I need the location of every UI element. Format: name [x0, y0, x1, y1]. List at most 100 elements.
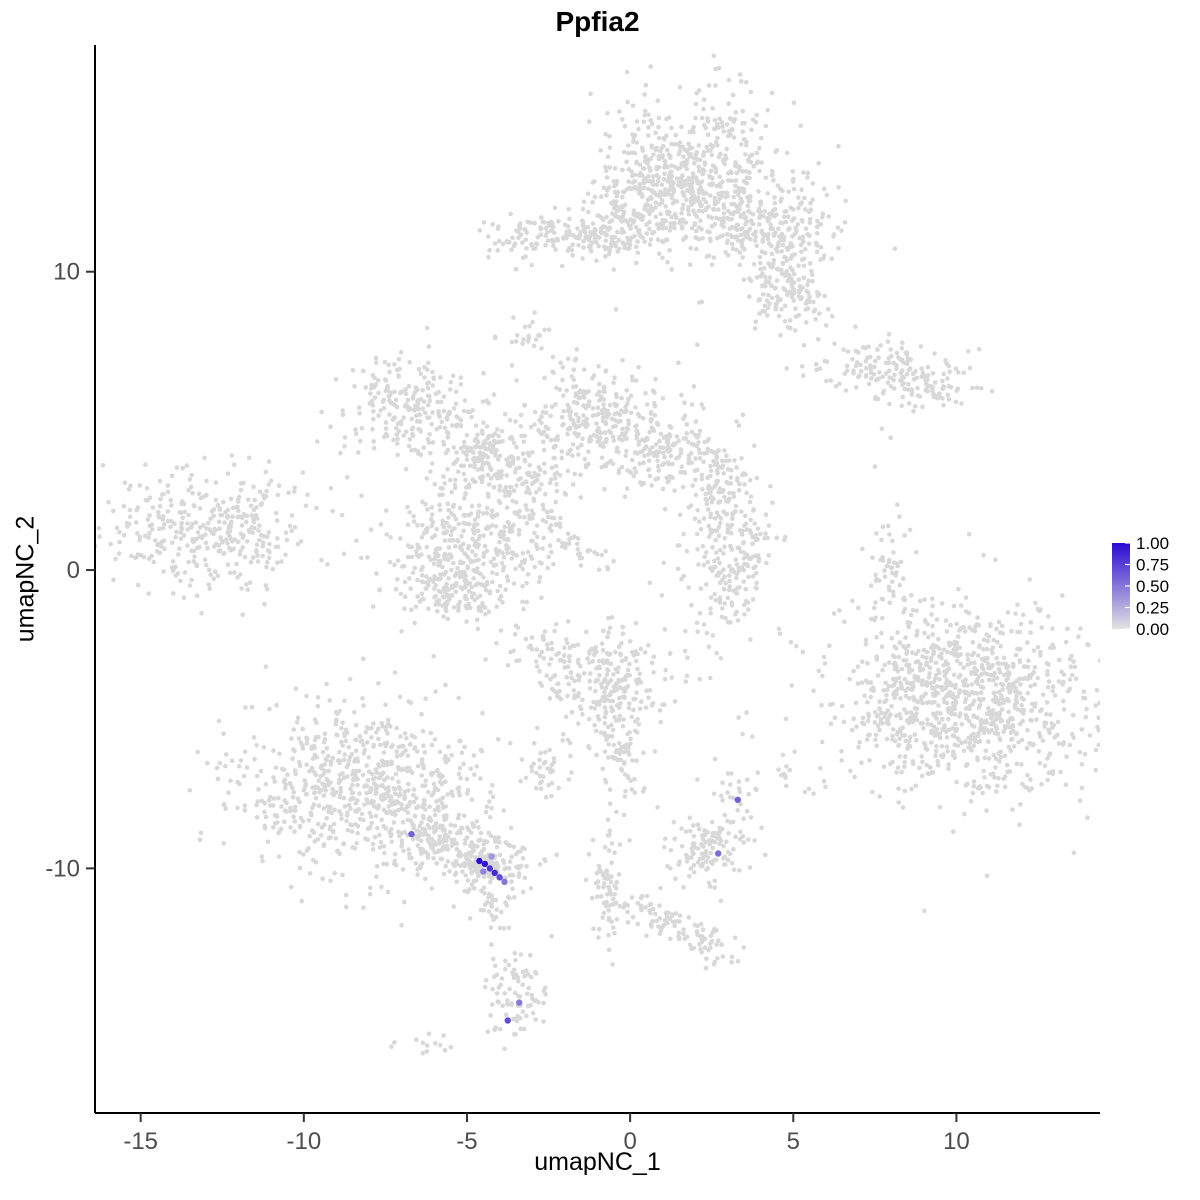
- cell-point: [402, 594, 408, 599]
- cell-point: [614, 449, 620, 454]
- cell-point: [796, 205, 801, 211]
- cell-point: [740, 108, 746, 114]
- cell-point: [758, 135, 764, 141]
- cell-point: [356, 450, 361, 455]
- cell-point: [660, 255, 665, 261]
- cell-point: [339, 512, 345, 518]
- cell-point: [619, 640, 624, 646]
- cell-point: [681, 531, 686, 537]
- cell-point: [1061, 740, 1067, 745]
- cell-point: [179, 526, 185, 532]
- cell-point: [511, 440, 517, 446]
- cell-point: [869, 687, 874, 692]
- cell-point: [192, 503, 197, 509]
- cell-point: [754, 585, 759, 591]
- cell-point: [1019, 695, 1025, 701]
- cell-point: [700, 236, 705, 241]
- cell-point: [727, 578, 732, 584]
- cell-point: [686, 439, 691, 445]
- cell-point: [426, 578, 431, 584]
- cell-point: [951, 603, 957, 609]
- cell-point: [619, 219, 625, 224]
- cell-point: [721, 205, 727, 210]
- cell-point: [524, 479, 529, 484]
- cell-point: [661, 560, 666, 566]
- cell-point: [640, 194, 645, 199]
- cell-point: [950, 733, 956, 738]
- cell-point: [547, 747, 552, 753]
- cell-point: [237, 552, 243, 557]
- cell-point: [490, 579, 495, 585]
- cell-point: [746, 208, 751, 214]
- cell-point: [444, 608, 449, 614]
- cell-point: [465, 564, 471, 569]
- cell-point: [613, 244, 619, 249]
- cell-point: [791, 287, 797, 293]
- cell-point: [572, 471, 578, 477]
- cell-point: [591, 373, 597, 378]
- cell-point: [717, 560, 722, 566]
- cell-point: [624, 388, 629, 393]
- cell-point: [1058, 769, 1063, 775]
- cell-point: [474, 438, 479, 444]
- cell-point: [814, 231, 820, 236]
- cell-point: [654, 453, 660, 459]
- cell-point: [843, 198, 848, 204]
- cell-point: [464, 619, 469, 624]
- cell-point: [531, 496, 536, 502]
- cell-point: [152, 538, 158, 543]
- cell-point: [656, 251, 662, 256]
- cell-point: [532, 470, 537, 476]
- cell-point: [546, 327, 552, 332]
- cell-point: [627, 661, 632, 667]
- cell-point: [646, 112, 651, 117]
- cell-point: [684, 188, 690, 193]
- cell-point: [697, 428, 703, 434]
- cell-point: [719, 233, 725, 239]
- cell-point: [708, 527, 713, 533]
- cell-point: [159, 544, 164, 549]
- cell-point: [572, 357, 578, 363]
- cell-point: [976, 705, 982, 710]
- cell-point: [610, 424, 616, 430]
- cell-point: [476, 536, 482, 542]
- cell-point: [1070, 712, 1076, 718]
- cell-point: [417, 412, 423, 418]
- cell-point: [592, 722, 597, 728]
- cell-point: [509, 247, 514, 253]
- cell-point: [599, 464, 604, 470]
- cell-point: [906, 720, 912, 725]
- cell-point: [941, 647, 947, 653]
- cell-point: [409, 544, 415, 550]
- cell-point: [700, 209, 705, 214]
- cell-point: [537, 757, 542, 763]
- cell-point: [554, 385, 559, 391]
- cell-point: [693, 152, 699, 158]
- cell-point: [606, 252, 612, 257]
- cell-point: [605, 110, 610, 116]
- cell-point: [1025, 664, 1030, 670]
- cell-point: [957, 645, 963, 651]
- cell-point: [765, 108, 770, 113]
- cell-point: [658, 445, 663, 450]
- cell-point: [490, 523, 495, 528]
- cell-point: [980, 790, 985, 796]
- cell-point: [943, 358, 948, 363]
- cell-point: [405, 554, 411, 560]
- cell-point: [570, 253, 575, 258]
- cell-point: [924, 747, 930, 752]
- cell-point: [556, 694, 562, 700]
- cell-point: [381, 406, 387, 411]
- cell-point: [539, 414, 544, 420]
- cell-point: [574, 541, 580, 547]
- cell-point: [990, 650, 995, 656]
- cell-point: [424, 544, 430, 550]
- cell-point: [556, 219, 561, 224]
- cell-point: [522, 557, 527, 563]
- cell-point: [909, 687, 915, 692]
- cell-point: [922, 908, 927, 914]
- cell-point: [426, 606, 431, 611]
- cell-point: [61, 553, 66, 558]
- cell-point: [769, 295, 775, 301]
- cell-point: [696, 562, 701, 567]
